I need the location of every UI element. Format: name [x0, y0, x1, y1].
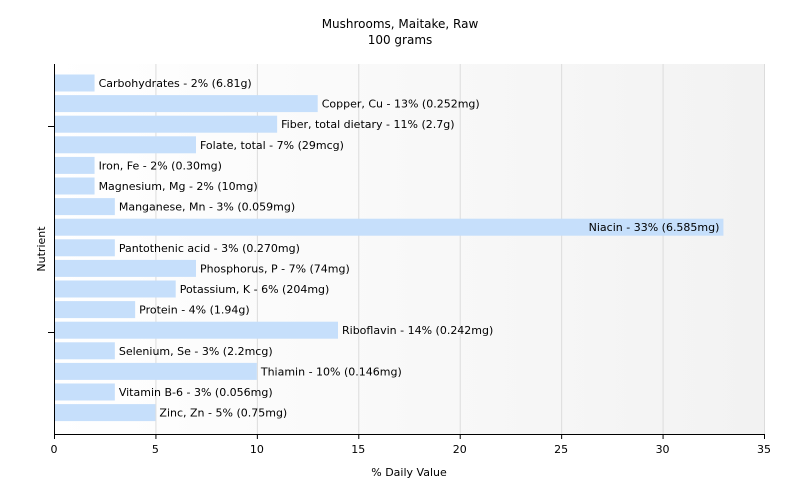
bar: [55, 177, 95, 195]
bar: [55, 198, 115, 216]
x-tick-label: 35: [757, 443, 771, 456]
bar-label: Iron, Fe - 2% (0.30mg): [99, 159, 222, 172]
bar: [55, 156, 95, 174]
bar-label: Magnesium, Mg - 2% (10mg): [99, 180, 258, 193]
bar-label: Zinc, Zn - 5% (0.75mg): [159, 407, 287, 420]
x-axis-label: % Daily Value: [371, 466, 447, 479]
bar-label: Copper, Cu - 13% (0.252mg): [322, 98, 480, 111]
x-tick-label: 20: [453, 443, 467, 456]
bar: [55, 95, 318, 113]
x-tick-label: 15: [351, 443, 365, 456]
bar-label: Riboflavin - 14% (0.242mg): [342, 324, 493, 337]
bar-label: Carbohydrates - 2% (6.81g): [99, 77, 252, 90]
x-tick-label: 25: [554, 443, 568, 456]
x-tick-label: 10: [250, 443, 264, 456]
chart-subtitle: 100 grams: [367, 33, 433, 47]
bar: [55, 383, 115, 401]
gridlines: [155, 64, 765, 434]
bar-label: Folate, total - 7% (29mcg): [200, 139, 344, 152]
bar-label: Protein - 4% (1.94g): [139, 304, 250, 317]
bar-label: Manganese, Mn - 3% (0.059mg): [119, 201, 295, 214]
bar: [55, 115, 278, 133]
chart-title: Mushrooms, Maitake, Raw: [321, 17, 479, 31]
bar-label: Phosphorus, P - 7% (74mg): [200, 262, 350, 275]
bar-label: Niacin - 33% (6.585mg): [589, 221, 720, 234]
bar: [55, 259, 196, 277]
bars: Carbohydrates - 2% (6.81g) Copper, Cu - 1…: [55, 74, 724, 422]
axes: 0 5 10 15 20 25 30 35: [48, 64, 771, 456]
x-tick-label: 0: [51, 443, 58, 456]
bar: [55, 301, 136, 319]
bar-label: Selenium, Se - 3% (2.2mcg): [119, 345, 273, 358]
bar: [55, 74, 95, 92]
y-axis-label: Nutrient: [35, 226, 48, 272]
bar-label: Thiamin - 10% (0.146mg): [260, 365, 402, 378]
bar: [55, 362, 257, 380]
bar-label: Pantothenic acid - 3% (0.270mg): [119, 242, 300, 255]
bar: [55, 321, 338, 339]
x-tick-label: 5: [152, 443, 159, 456]
bar: [55, 239, 115, 257]
bar-label: Potassium, K - 6% (204mg): [180, 283, 330, 296]
bar: [55, 404, 156, 422]
bar-label: Fiber, total dietary - 11% (2.7g): [281, 118, 454, 131]
bar: [55, 218, 724, 236]
x-tick-label: 30: [656, 443, 670, 456]
bar-label: Vitamin B-6 - 3% (0.056mg): [119, 386, 273, 399]
bar: [55, 342, 115, 360]
bar: [55, 280, 176, 298]
bar: [55, 136, 196, 154]
